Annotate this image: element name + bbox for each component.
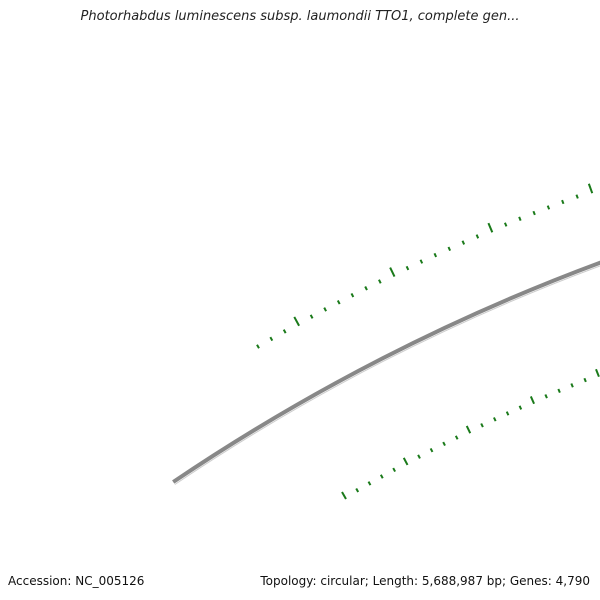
outer-dot <box>487 222 494 233</box>
inner-tick <box>493 417 497 422</box>
inner-tick <box>402 457 409 466</box>
inner-tick <box>442 441 446 447</box>
inner-tick <box>518 405 523 410</box>
inner-tick <box>505 411 510 416</box>
inner-tick <box>570 383 574 388</box>
outer-dot <box>389 267 396 277</box>
outer-dot <box>309 314 314 319</box>
outer-dot <box>532 210 536 216</box>
inner-tick <box>379 474 384 479</box>
outer-dot <box>336 300 341 305</box>
outer-dot <box>587 183 594 194</box>
inner-tick <box>544 394 548 399</box>
backbone-inner-line <box>174 265 600 485</box>
outer-dot <box>256 344 260 349</box>
outer-dot <box>419 259 424 264</box>
genome-summary: Topology: circular; Length: 5,688,987 bp… <box>260 574 590 588</box>
outer-dot <box>575 194 579 199</box>
inner-tick <box>557 388 561 394</box>
inner-tick <box>429 447 434 453</box>
inner-tick <box>417 454 421 459</box>
inner-tick <box>480 423 484 428</box>
outer-dot <box>461 240 466 245</box>
outer-dot <box>350 292 355 298</box>
outer-dot <box>433 252 438 258</box>
map-title: Photorhabdus luminescens subsp. laumondi… <box>80 9 520 24</box>
outer-dot <box>475 234 480 239</box>
outer-dot <box>546 205 551 210</box>
outer-dot <box>323 307 327 312</box>
outer-dot <box>561 199 565 205</box>
inner-tick <box>529 396 535 405</box>
outer-dot <box>282 329 287 334</box>
outer-dot <box>364 286 368 291</box>
inner-tick <box>355 488 360 493</box>
outer-dot <box>447 246 452 252</box>
outer-dot <box>293 316 300 327</box>
inner-tick <box>341 491 347 500</box>
outer-dot <box>518 216 522 221</box>
accession-label: Accession: NC_005126 <box>8 574 145 588</box>
outer-dot <box>405 265 410 271</box>
outer-dot <box>269 336 274 342</box>
outer-dot <box>378 279 382 284</box>
inner-tick <box>367 481 372 486</box>
outer-dot <box>503 222 508 227</box>
inner-tick <box>583 377 587 383</box>
inner-tick <box>454 435 459 440</box>
inner-tick <box>465 425 472 434</box>
backbone-ring <box>172 260 600 484</box>
inner-tick <box>595 368 600 378</box>
inner-tick <box>392 467 396 473</box>
